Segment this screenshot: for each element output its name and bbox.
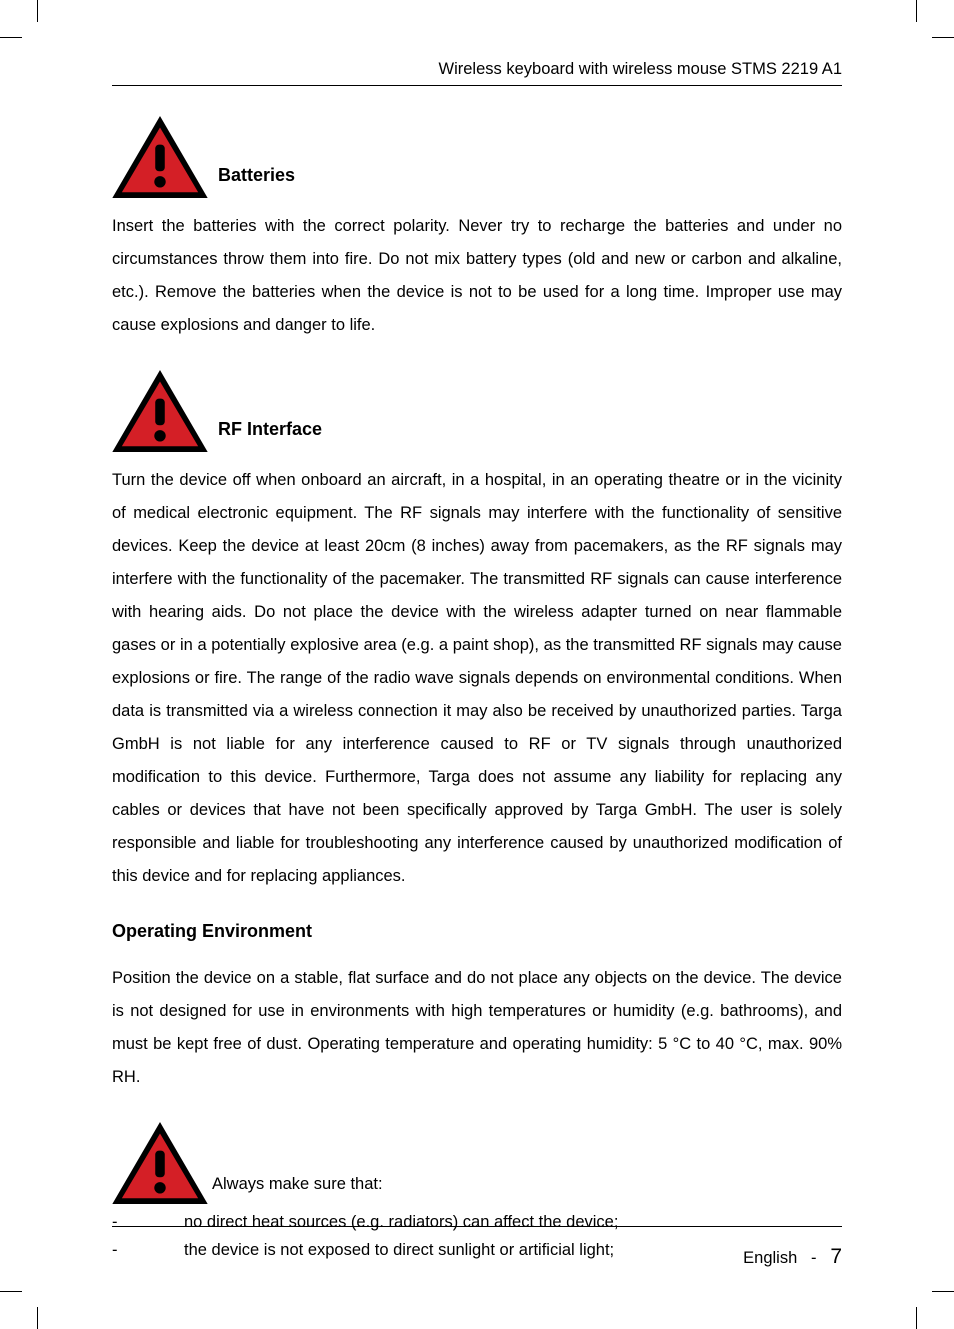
crop-mark (37, 0, 38, 22)
crop-mark (916, 1307, 917, 1329)
warn-bar (155, 145, 165, 172)
warning-icon (112, 370, 208, 452)
footer-page-number: 7 (830, 1245, 842, 1268)
warning-icon (112, 1122, 208, 1204)
warn-dot (154, 1182, 165, 1193)
section-rf-header: RF Interface (112, 370, 842, 452)
warn-dot (154, 176, 165, 187)
crop-mark (0, 1291, 22, 1292)
warning-icon (112, 116, 208, 198)
crop-mark (932, 1291, 954, 1292)
page-footer: English - 7 (112, 1226, 842, 1269)
footer-separator: - (811, 1249, 817, 1267)
footer-language: English (743, 1249, 797, 1267)
section-batteries-header: Batteries (112, 116, 842, 198)
page-header: Wireless keyboard with wireless mouse ST… (112, 60, 842, 86)
heading-batteries: Batteries (218, 165, 295, 198)
heading-rf: RF Interface (218, 419, 322, 452)
content-area: Batteries Insert the batteries with the … (112, 86, 842, 1264)
crop-mark (916, 0, 917, 22)
text-ensure-intro: Always make sure that: (212, 1175, 383, 1204)
warn-bar (155, 1151, 165, 1178)
text-operating-environment: Position the device on a stable, flat su… (112, 962, 842, 1094)
heading-operating-environment: Operating Environment (112, 921, 842, 942)
text-rf: Turn the device off when onboard an airc… (112, 464, 842, 893)
warn-dot (154, 430, 165, 441)
crop-mark (932, 37, 954, 38)
warn-bar (155, 399, 165, 426)
text-batteries: Insert the batteries with the correct po… (112, 210, 842, 342)
section-ensure-header: Always make sure that: (112, 1122, 842, 1204)
crop-mark (37, 1307, 38, 1329)
crop-mark (0, 37, 22, 38)
page-container: Wireless keyboard with wireless mouse ST… (112, 60, 842, 1269)
